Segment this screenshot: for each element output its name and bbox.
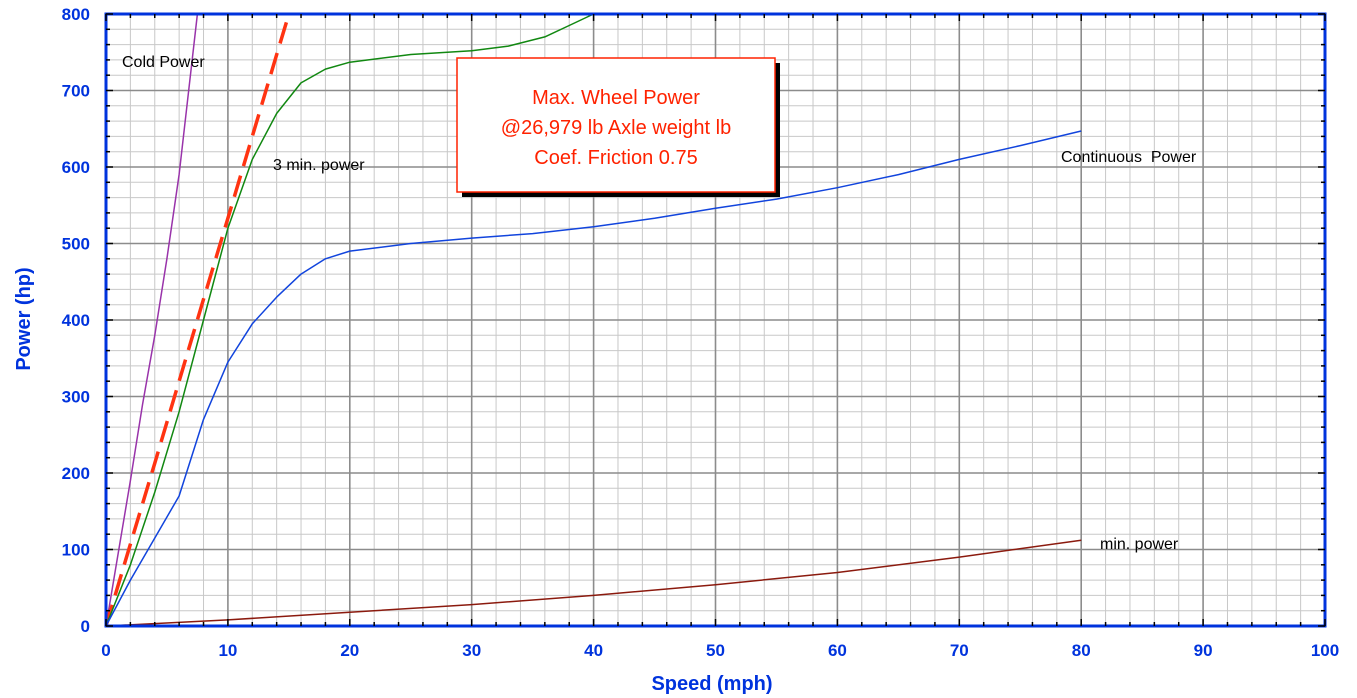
y-tick-label: 100 bbox=[62, 541, 90, 560]
y-tick-label: 200 bbox=[62, 464, 90, 483]
y-tick-label: 0 bbox=[81, 617, 90, 636]
y-tick-label: 400 bbox=[62, 311, 90, 330]
y-tick-label: 800 bbox=[62, 5, 90, 24]
axis-ticks bbox=[105, 13, 1326, 627]
series-line-max-wheel-power bbox=[104, 13, 291, 627]
series-line-3-min-power bbox=[105, 13, 594, 627]
series-line-continuous-power bbox=[105, 130, 1082, 627]
y-axis-title: Power (hp) bbox=[13, 267, 35, 370]
tick-labels: 0 10 20 30 40 50 60 70 80 90 100 0 100 200 300 400 500 60… bbox=[62, 5, 1340, 660]
x-tick-label: 40 bbox=[584, 641, 603, 660]
series-line-cold-power bbox=[105, 13, 199, 627]
y-tick-label: 600 bbox=[62, 158, 90, 177]
x-tick-label: 10 bbox=[218, 641, 237, 660]
annotation-line-3: Coef. Friction 0.75 bbox=[534, 147, 697, 169]
series-label-3-min-power: 3 min. power bbox=[273, 157, 365, 174]
x-tick-label: 20 bbox=[340, 641, 359, 660]
x-tick-label: 0 bbox=[101, 641, 110, 660]
annotation-box bbox=[456, 57, 776, 193]
x-tick-label: 100 bbox=[1311, 641, 1339, 660]
series-label-min-power: min. power bbox=[1100, 536, 1179, 553]
y-tick-label: 700 bbox=[62, 82, 90, 101]
x-tick-label: 30 bbox=[462, 641, 481, 660]
plot-series bbox=[104, 13, 1082, 627]
x-tick-label: 90 bbox=[1194, 641, 1213, 660]
annotation-line-1: Max. Wheel Power bbox=[532, 87, 700, 109]
x-tick-label: 50 bbox=[706, 641, 725, 660]
max-wheel-power-annotation: Max. Wheel Power @26,979 lb Axle weight … bbox=[456, 57, 780, 197]
x-axis-title: Speed (mph) bbox=[651, 673, 772, 695]
y-tick-label: 500 bbox=[62, 235, 90, 254]
x-tick-label: 80 bbox=[1072, 641, 1091, 660]
series-label-continuous-power: Continuous Power bbox=[1061, 149, 1197, 166]
series-label-cold-power: Cold Power bbox=[122, 54, 205, 71]
annotation-line-2: @26,979 lb Axle weight lb bbox=[501, 117, 731, 139]
series-line-min-power bbox=[105, 539, 1082, 627]
y-tick-label: 300 bbox=[62, 388, 90, 407]
x-tick-label: 60 bbox=[828, 641, 847, 660]
x-tick-label: 70 bbox=[950, 641, 969, 660]
